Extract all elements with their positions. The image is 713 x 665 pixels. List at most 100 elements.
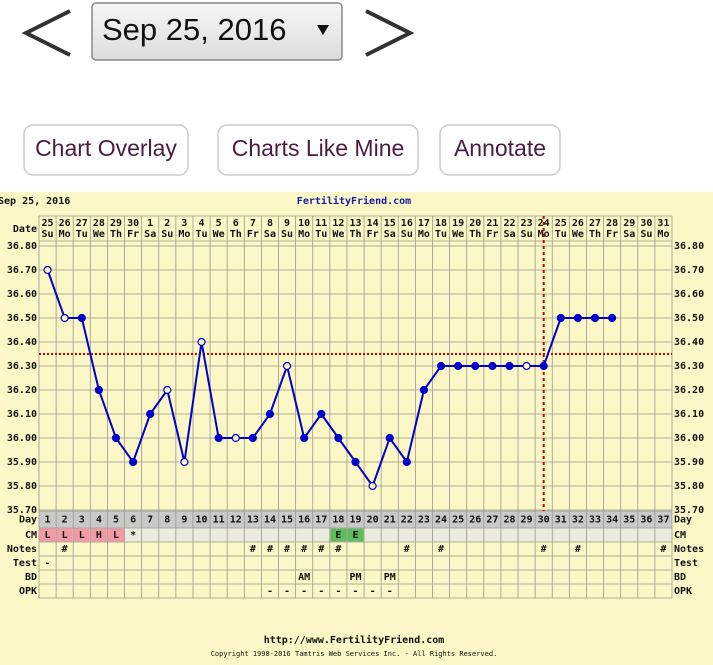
cell-highlight <box>39 528 56 542</box>
button-label[interactable]: Charts Like Mine <box>232 135 405 161</box>
temperature-line <box>46 269 613 489</box>
y-tick-label: 35.70 <box>7 505 37 516</box>
day-label: 33 <box>589 515 601 526</box>
y-tick-label: 35.80 <box>7 481 37 492</box>
day-label: 30 <box>538 515 550 526</box>
button-box[interactable] <box>217 124 419 176</box>
day-label: 37 <box>657 515 669 526</box>
temperature-point <box>265 409 275 419</box>
date-label: 12 <box>332 218 344 229</box>
weekday-label: Tu <box>315 229 327 240</box>
temperature-point <box>43 265 52 275</box>
button[interactable]: Charts Like Mine <box>217 124 419 176</box>
date-label: 26 <box>572 218 584 229</box>
next-arrow[interactable] <box>365 9 415 57</box>
row-label: CM <box>25 530 37 541</box>
date-label: 22 <box>503 218 515 229</box>
button-box[interactable] <box>23 124 189 176</box>
day-row-background <box>39 511 672 528</box>
day-label: 8 <box>164 515 170 526</box>
date-label: 31 <box>657 218 669 229</box>
temperature-point <box>180 457 189 467</box>
weekday-label: Su <box>161 229 173 240</box>
day-label: 6 <box>130 515 136 526</box>
temperature-point <box>163 385 172 395</box>
temperature-point <box>573 313 583 323</box>
temperature-point <box>539 361 548 371</box>
date-label: 15 <box>384 218 396 229</box>
weekday-label: Su <box>640 229 652 240</box>
date-select[interactable]: Sep 25, 2016 <box>91 2 343 61</box>
button-label[interactable]: Annotate <box>454 135 546 161</box>
weekday-label: Th <box>469 229 481 240</box>
weekday-label: Th <box>589 229 601 240</box>
cell-entry: PM <box>384 572 396 583</box>
button[interactable]: Annotate <box>439 124 561 176</box>
cell-entry: # <box>404 544 410 555</box>
date-label: 27 <box>589 218 601 229</box>
date-label: 29 <box>110 218 122 229</box>
date-label: 23 <box>521 218 533 229</box>
row-label: Day <box>674 515 692 526</box>
temperature-point <box>402 457 411 467</box>
button[interactable]: Chart Overlay <box>23 124 189 176</box>
y-tick-label: 36.30 <box>674 361 704 372</box>
button-label[interactable]: Chart Overlay <box>35 135 177 161</box>
y-tick-label: 36.30 <box>7 361 37 372</box>
prev-arrow[interactable] <box>21 9 71 57</box>
temperature-point <box>317 409 326 419</box>
day-label: 22 <box>401 515 413 526</box>
chart: 25Su26Mo27Tu28We29Th30Fr1Sa2Su3Mo4Tu5We6… <box>7 215 704 599</box>
date-label: 19 <box>452 218 464 229</box>
day-label: 1 <box>45 515 51 526</box>
date-label: 10 <box>298 218 310 229</box>
weekday-label: Su <box>42 229 54 240</box>
row-label: OPK <box>19 586 37 597</box>
date-label: 11 <box>315 218 327 229</box>
date-label: 17 <box>418 218 430 229</box>
row-label: Test <box>674 558 698 569</box>
cell-entry: # <box>660 544 666 555</box>
select-text[interactable]: Sep 25, 2016 <box>102 12 286 47</box>
temperature-point <box>351 457 360 467</box>
button-box[interactable] <box>439 124 561 176</box>
date-label: 30 <box>127 218 139 229</box>
y-tick-label: 36.50 <box>7 313 37 324</box>
day-label: 20 <box>367 515 379 526</box>
temperature-point <box>282 361 292 371</box>
y-tick-label: 36.60 <box>7 289 37 300</box>
weekday-label: Mo <box>178 229 190 240</box>
day-label: 7 <box>147 515 153 526</box>
cell-highlight <box>330 528 347 542</box>
weekday-label: Su <box>281 229 293 240</box>
weekday-label: Th <box>110 229 122 240</box>
y-tick-label: 36.70 <box>7 265 37 276</box>
cell-entry: # <box>575 544 581 555</box>
temperature-point <box>505 361 514 371</box>
cell-entry: PM <box>349 572 361 583</box>
date-label: 21 <box>486 218 498 229</box>
y-tick-label: 36.40 <box>7 337 37 348</box>
day-label: 21 <box>384 515 396 526</box>
cell-entry: * <box>130 530 136 541</box>
weekday-label: Sa <box>623 229 635 240</box>
date-label: 26 <box>59 218 71 229</box>
row-label: Day <box>19 515 37 526</box>
date-label: 25 <box>555 218 567 229</box>
y-tick-label: 35.90 <box>7 457 37 468</box>
temperature-point <box>334 433 343 443</box>
y-tick-label: 36.10 <box>674 409 704 420</box>
cell-entry: # <box>267 544 273 555</box>
weekday-label: Th <box>230 229 242 240</box>
y-tick-label: 36.80 <box>7 241 37 252</box>
date-label: 28 <box>606 218 618 229</box>
date-label: 30 <box>640 218 652 229</box>
day-label: 19 <box>349 515 361 526</box>
cell-entry: E <box>335 530 341 541</box>
cell-entry: - <box>335 586 341 597</box>
temperature-point <box>146 409 155 419</box>
cell-entry: - <box>387 586 393 597</box>
day-label: 29 <box>521 515 533 526</box>
weekday-label: Sa <box>384 229 396 240</box>
select-box[interactable] <box>91 2 343 61</box>
